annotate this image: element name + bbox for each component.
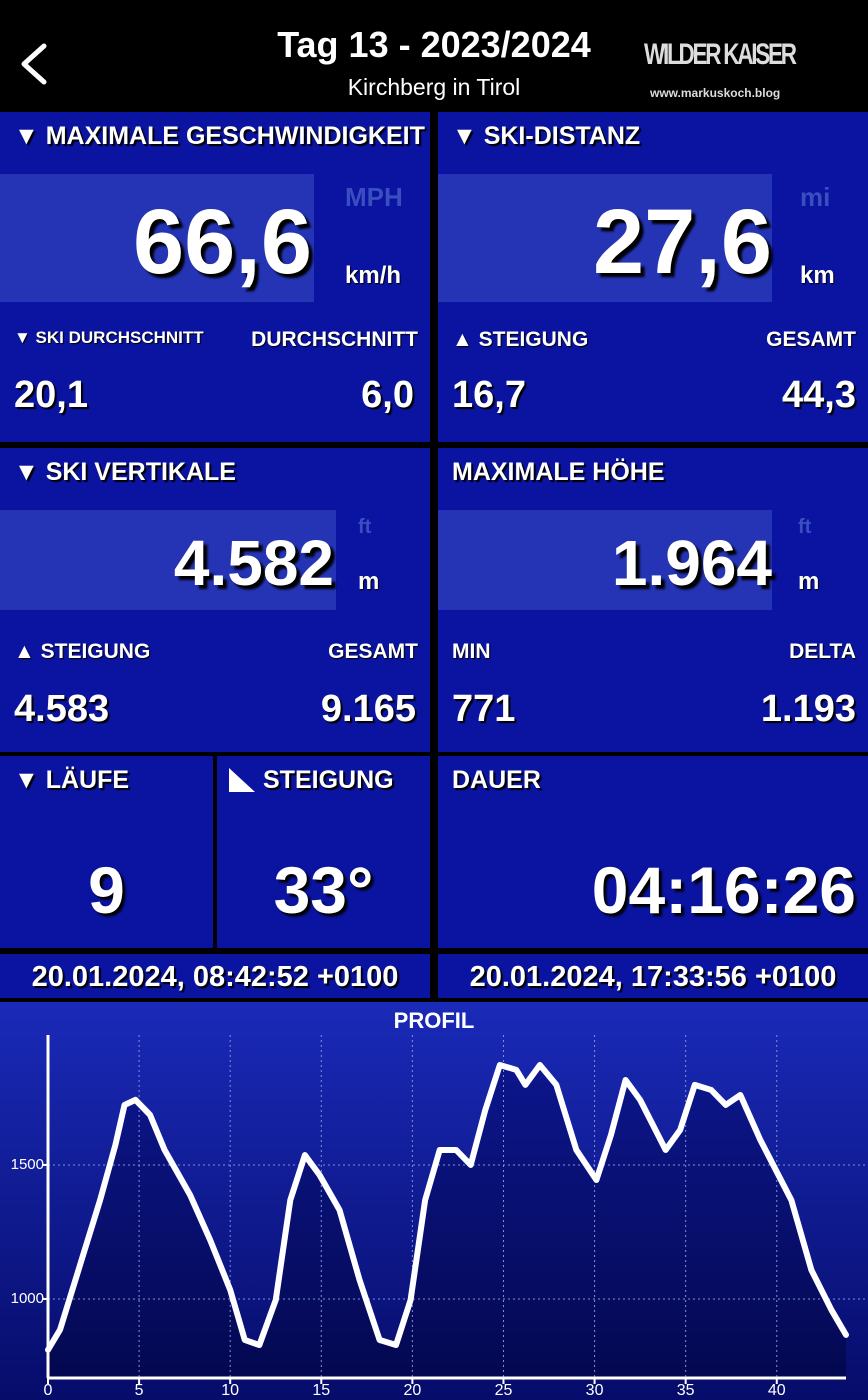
stat-value: 1.193 (760, 688, 856, 730)
x-tick-label: 30 (586, 1382, 604, 1399)
value-band (438, 174, 772, 302)
unit: m (798, 568, 820, 595)
tile-duration: DAUER 04:16:26 (438, 756, 868, 948)
unit: m (358, 568, 380, 595)
big-value: 27,6 (592, 191, 772, 293)
logo-url: www.markuskoch.blog (650, 86, 781, 100)
x-tick-label: 35 (677, 1382, 695, 1399)
tile-distance: ▼ SKI-DISTANZ 27,6 mi km ▲ STEIGUNG GESA… (438, 112, 868, 442)
subtitle: Kirchberg in Tirol (347, 74, 521, 100)
stat-label: GESAMT (328, 640, 418, 663)
unit: km/h (345, 262, 402, 289)
value-band (0, 174, 314, 302)
big-value: 66,6 (132, 191, 312, 293)
stat-label: DELTA (789, 640, 856, 663)
stat-label: MIN (452, 640, 491, 663)
slope-value: 33° (273, 853, 374, 927)
tile-title: DAUER (452, 766, 541, 794)
stat-label: GESAMT (766, 328, 856, 351)
stat-label: ▲ STEIGUNG (14, 640, 151, 663)
alt-unit: MPH (345, 182, 403, 212)
alt-unit: mi (800, 182, 831, 212)
value-band (0, 510, 336, 610)
tile-title: ▼ SKI-DISTANZ (452, 122, 641, 150)
x-tick-label: 15 (312, 1382, 330, 1399)
profile-chart: PROFIL 0 5 10 15 20 25 30 35 40 1000 1500 (0, 1002, 868, 1400)
alt-unit: ft (358, 516, 372, 538)
chart-title: PROFIL (394, 1008, 475, 1033)
alt-unit: ft (798, 516, 812, 538)
stat-label: DURCHSCHNITT (251, 328, 418, 351)
value-band (438, 510, 772, 610)
tile-title: MAXIMALE HÖHE (452, 458, 665, 486)
tile-vertical: ▼ SKI VERTIKALE 4.582 ft m ▲ STEIGUNG GE… (0, 448, 430, 752)
tile-slope: STEIGUNG 33° (217, 756, 430, 948)
back-button[interactable] (18, 42, 48, 86)
y-tick-label: 1500 (11, 1156, 44, 1173)
tile-runs: ▼ LÄUFE 9 (0, 756, 213, 948)
end-date: 20.01.2024, 17:33:56 +0100 (438, 954, 868, 998)
x-tick-label: 25 (495, 1382, 513, 1399)
x-tick-label: 20 (403, 1382, 421, 1399)
x-tick-label: 40 (768, 1382, 786, 1399)
stat-value: 4.583 (14, 688, 110, 730)
title: Tag 13 - 2023/2024 (277, 24, 591, 65)
stat-value: 771 (452, 688, 516, 730)
big-value: 1.964 (611, 527, 772, 599)
runs-value: 9 (88, 853, 125, 927)
x-tick-label: 0 (44, 1382, 53, 1399)
tile-speed: ▼ MAXIMALE GESCHWINDIGKEIT 66,6 MPH km/h… (0, 112, 430, 442)
tile-title: ▼ LÄUFE (14, 766, 130, 794)
tile-title: ▼ SKI VERTIKALE (14, 458, 236, 486)
profile-area (48, 1065, 846, 1378)
tile-altitude: MAXIMALE HÖHE 1.964 ft m MIN DELTA 771 1… (438, 448, 868, 752)
start-date: 20.01.2024, 08:42:52 +0100 (0, 954, 430, 998)
stat-label: ▼ SKI DURCHSCHNITT (14, 328, 204, 347)
logo: WILDER KAISER (644, 38, 797, 71)
unit: km (800, 262, 835, 289)
slope-icon (229, 768, 255, 792)
stat-value: 20,1 (14, 374, 88, 416)
header: Tag 13 - 2023/2024 Kirchberg in Tirol WI… (0, 0, 868, 110)
duration-value: 04:16:26 (591, 853, 856, 927)
tile-title: STEIGUNG (263, 766, 394, 794)
stat-value: 6,0 (361, 374, 414, 416)
stat-value: 9.165 (320, 688, 416, 730)
stat-label: ▲ STEIGUNG (452, 328, 589, 351)
stat-value: 16,7 (452, 374, 526, 416)
profile-line (45, 1062, 849, 1353)
stat-value: 44,3 (782, 374, 856, 416)
tile-title: ▼ MAXIMALE GESCHWINDIGKEIT (14, 122, 425, 150)
y-tick-label: 1000 (11, 1290, 44, 1307)
x-tick-label: 5 (135, 1382, 144, 1399)
big-value: 4.582 (173, 527, 334, 599)
x-tick-label: 10 (221, 1382, 239, 1399)
